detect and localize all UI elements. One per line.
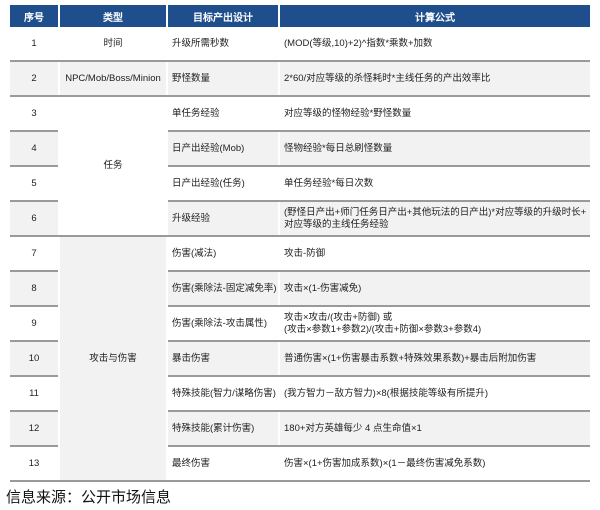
row-divider <box>168 200 590 202</box>
row-type: 任务 <box>103 160 123 171</box>
row-target: 特殊技能(累计伤害) <box>168 412 278 445</box>
row-seq: 3 <box>31 107 37 119</box>
header-type: 类型 <box>60 5 166 27</box>
row-target: 单任务经验 <box>172 107 220 119</box>
row-divider <box>168 410 590 412</box>
row-target: 最终伤害 <box>172 457 211 469</box>
row-seq: 12 <box>10 412 58 445</box>
row-seq: 2 <box>10 62 58 95</box>
row-formula: (我方智力－敌方智力)×8(根据技能等级有所提升) <box>284 387 488 399</box>
row-seq: 1 <box>31 37 37 49</box>
row-formula: 普通伤害×(1+伤害暴击系数+特殊效果系数)+暴击后附加伤害 <box>280 342 590 375</box>
row-divider <box>168 270 590 272</box>
row-formula: 单任务经验*每日次数 <box>284 177 374 189</box>
row-divider <box>10 95 590 97</box>
row-divider <box>10 480 590 482</box>
row-seq: 8 <box>10 272 58 305</box>
row-formula: 攻击×(1-伤害减免) <box>280 272 590 305</box>
row-target: 升级所需秒数 <box>172 37 230 49</box>
row-divider <box>10 270 58 272</box>
row-target: 伤害(乘除法-固定减免率) <box>168 272 278 305</box>
row-divider <box>168 340 590 342</box>
row-target: 日产出经验(Mob) <box>168 132 278 165</box>
row-seq: 5 <box>31 177 37 189</box>
row-target: 升级经验 <box>168 202 278 235</box>
row-type: 攻击与伤害 <box>60 237 166 480</box>
row-target: 伤害(乘除法-攻击属性) <box>172 317 267 329</box>
row-seq: 7 <box>31 247 37 259</box>
row-type: 时间 <box>103 37 123 49</box>
row-divider <box>10 375 58 377</box>
row-divider <box>10 445 58 447</box>
row-divider <box>168 375 590 377</box>
row-divider <box>10 60 590 62</box>
row-type: NPC/Mob/Boss/Minion <box>60 62 166 95</box>
row-formula: 180+对方英雄每少 4 点生命值×1 <box>280 412 590 445</box>
row-divider <box>10 340 58 342</box>
row-divider <box>168 445 590 447</box>
row-target: 特殊技能(智力/谋略伤害) <box>172 387 276 399</box>
row-target: 日产出经验(任务) <box>172 177 245 189</box>
row-formula: 怪物经验*每日总刷怪数量 <box>280 132 590 165</box>
row-formula: 2*60/对应等级的杀怪耗时*主线任务的产出效率比 <box>280 62 590 95</box>
row-formula: 对应等级的怪物经验*野怪数量 <box>284 107 412 119</box>
row-divider <box>10 130 58 132</box>
row-formula: 攻击×攻击/(攻击+防御) 或 (攻击×参数1+参数2)/(攻击+防御×参数3+… <box>284 311 482 335</box>
row-divider <box>10 410 58 412</box>
row-divider <box>168 165 590 167</box>
row-seq: 4 <box>10 132 58 165</box>
source-note: 信息来源：公开市场信息 <box>6 489 172 506</box>
header-target: 目标产出设计 <box>168 5 278 27</box>
row-formula: (MOD(等级,10)+2)^指数*乘数+加数 <box>284 37 433 49</box>
row-seq: 10 <box>10 342 58 375</box>
row-seq: 11 <box>29 387 39 399</box>
row-target: 伤害(减法) <box>172 247 217 259</box>
row-formula: (野怪日产出+师门任务日产出+其他玩法的日产出)*对应等级的升级时长+ 对应等级… <box>280 202 590 235</box>
row-seq: 9 <box>31 317 37 329</box>
row-divider <box>10 165 58 167</box>
header-seq: 序号 <box>10 5 58 27</box>
row-target: 暴击伤害 <box>168 342 278 375</box>
row-divider <box>168 305 590 307</box>
row-formula: 伤害×(1+伤害加成系数)×(1－最终伤害减免系数) <box>284 457 486 469</box>
header-formula: 计算公式 <box>280 5 590 27</box>
row-target: 野怪数量 <box>168 62 278 95</box>
row-divider <box>10 200 58 202</box>
row-divider <box>10 235 590 237</box>
row-divider <box>168 130 590 132</box>
row-seq: 13 <box>28 457 40 469</box>
row-formula: 攻击-防御 <box>284 247 326 259</box>
row-divider <box>10 305 58 307</box>
row-seq: 6 <box>10 202 58 235</box>
